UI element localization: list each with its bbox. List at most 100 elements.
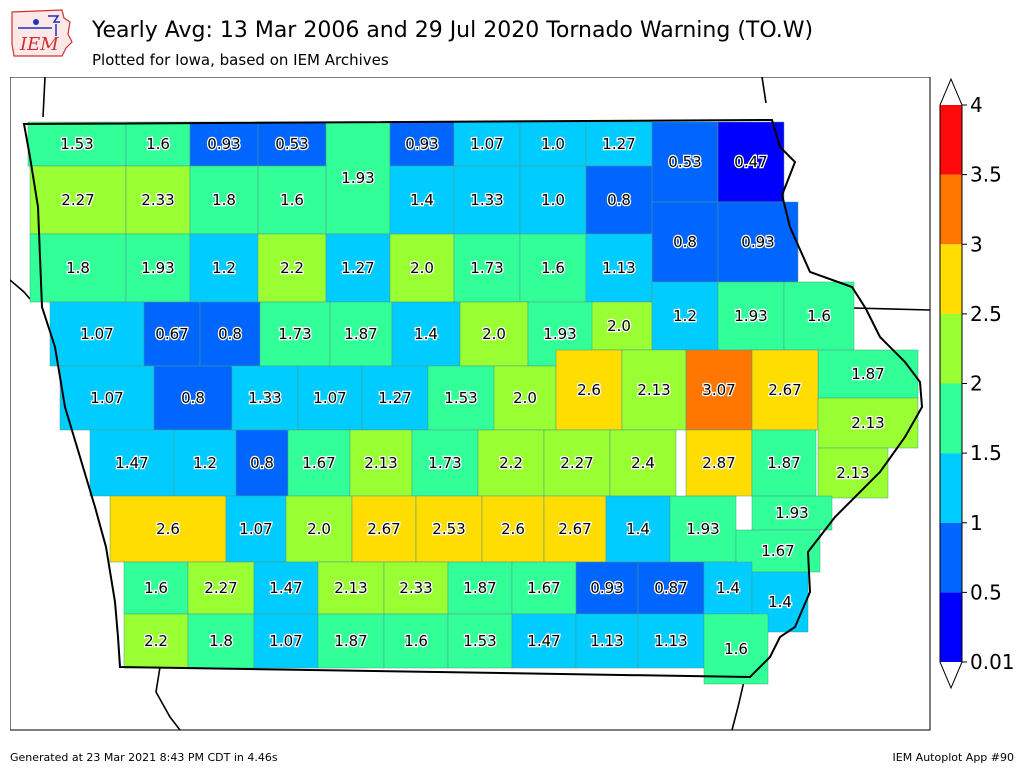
county-cell bbox=[187, 561, 255, 615]
county-cell bbox=[325, 233, 391, 303]
county-value-label: 1.2 bbox=[673, 307, 697, 325]
county-value-label: 0.93 bbox=[405, 135, 438, 153]
county-cell bbox=[651, 121, 719, 203]
colorbar: 0.01 0.5 1 1.5 2 2.5 3 3.5 4 bbox=[939, 77, 1015, 690]
county-value-label: 1.47 bbox=[269, 579, 302, 597]
colorbar-tick-label: 1.5 bbox=[970, 441, 1002, 465]
county-cell bbox=[125, 165, 191, 235]
county-value-label: 2.2 bbox=[280, 259, 304, 277]
county-value-label: 1.67 bbox=[761, 542, 794, 560]
county-cell bbox=[751, 429, 817, 497]
county-cell bbox=[391, 301, 461, 367]
county-value-label: 1.13 bbox=[602, 259, 635, 277]
county-value-label: 1.53 bbox=[463, 632, 496, 650]
county-value-label: 1.07 bbox=[470, 135, 503, 153]
county-value-label: 1.93 bbox=[686, 520, 719, 538]
county-cell bbox=[651, 281, 719, 351]
county-value-label: 1.93 bbox=[775, 504, 808, 522]
county-cell bbox=[389, 233, 455, 303]
colorbar-tick-label: 2.5 bbox=[970, 302, 1002, 326]
county-cell bbox=[253, 613, 319, 669]
county-cell bbox=[189, 233, 259, 303]
county-cell bbox=[123, 561, 189, 615]
county-cell bbox=[609, 429, 677, 497]
county-cell bbox=[173, 429, 237, 497]
county-value-label: 0.53 bbox=[668, 153, 701, 171]
county-value-label: 0.93 bbox=[207, 135, 240, 153]
county-value-label: 1.4 bbox=[768, 593, 792, 611]
county-value-label: 0.8 bbox=[218, 325, 242, 343]
county-value-label: 2.67 bbox=[768, 381, 801, 399]
county-cell bbox=[361, 365, 429, 431]
colorbar-segment bbox=[940, 453, 962, 523]
county-value-label: 1.13 bbox=[590, 632, 623, 650]
county-cell bbox=[575, 613, 639, 669]
county-cell bbox=[189, 165, 259, 235]
county-cell bbox=[59, 365, 155, 431]
county-value-label: 1.93 bbox=[543, 325, 576, 343]
county-value-label: 2.0 bbox=[607, 317, 631, 335]
county-value-label: 1.0 bbox=[541, 135, 565, 153]
county-value-label: 2.6 bbox=[156, 520, 180, 538]
county-cell bbox=[447, 561, 513, 615]
county-value-label: 1.6 bbox=[807, 307, 831, 325]
county-value-label: 1.0 bbox=[541, 191, 565, 209]
county-cell bbox=[257, 233, 327, 303]
county-value-label: 1.73 bbox=[428, 454, 461, 472]
county-value-label: 1.47 bbox=[115, 454, 148, 472]
county-cell bbox=[29, 165, 127, 235]
county-value-label: 0.8 bbox=[673, 233, 697, 251]
county-cell bbox=[89, 429, 175, 497]
county-value-label: 2.13 bbox=[334, 579, 367, 597]
county-value-label: 0.93 bbox=[741, 233, 774, 251]
county-value-label: 1.33 bbox=[248, 389, 281, 407]
county-value-label: 1.67 bbox=[302, 454, 335, 472]
chart-title: Yearly Avg: 13 Mar 2006 and 29 Jul 2020 … bbox=[92, 18, 814, 43]
county-value-label: 2.2 bbox=[499, 454, 523, 472]
county-cell bbox=[717, 121, 785, 203]
colorbar-tick-label: 3 bbox=[970, 232, 983, 256]
county-value-label: 1.4 bbox=[716, 579, 740, 597]
county-value-label: 0.67 bbox=[155, 325, 188, 343]
colorbar-segment bbox=[940, 244, 962, 314]
county-value-label: 1.93 bbox=[141, 259, 174, 277]
county-cell bbox=[585, 121, 653, 167]
county-cell bbox=[555, 349, 623, 431]
county-value-label: 2.0 bbox=[307, 520, 331, 538]
county-cell bbox=[257, 165, 327, 235]
county-cell bbox=[125, 121, 191, 167]
county-value-label: 1.4 bbox=[626, 520, 650, 538]
county-value-label: 1.47 bbox=[527, 632, 560, 650]
county-value-label: 2.27 bbox=[61, 191, 94, 209]
county-value-label: 2.67 bbox=[558, 520, 591, 538]
county-value-label: 2.0 bbox=[513, 389, 537, 407]
county-value-label: 2.27 bbox=[560, 454, 593, 472]
county-cell bbox=[543, 429, 611, 497]
colorbar-segment bbox=[940, 313, 962, 384]
county-cell bbox=[27, 121, 127, 167]
county-cell bbox=[49, 301, 145, 367]
colorbar-segment bbox=[940, 592, 962, 662]
county-cell bbox=[153, 365, 233, 431]
county-cell bbox=[317, 613, 385, 669]
colorbar-segment bbox=[940, 174, 962, 245]
county-cell bbox=[329, 301, 393, 367]
colorbar-tick-label: 1 bbox=[970, 511, 983, 535]
county-cell bbox=[453, 233, 521, 303]
county-value-label: 1.53 bbox=[60, 135, 93, 153]
logo-text: IEM bbox=[19, 34, 59, 55]
county-value-label: 2.33 bbox=[399, 579, 432, 597]
county-value-label: 2.4 bbox=[631, 454, 655, 472]
county-cell bbox=[143, 301, 201, 367]
county-value-label: 2.6 bbox=[501, 520, 525, 538]
county-value-label: 2.6 bbox=[577, 381, 601, 399]
county-cell bbox=[605, 495, 671, 563]
county-cell bbox=[123, 613, 189, 669]
county-value-label: 1.07 bbox=[80, 325, 113, 343]
county-cell bbox=[481, 495, 545, 563]
colorbar-tick-label: 2 bbox=[970, 372, 983, 396]
county-value-label: 1.4 bbox=[410, 191, 434, 209]
county-value-label: 1.07 bbox=[90, 389, 123, 407]
colorbar-tick-label: 0.5 bbox=[970, 580, 1002, 604]
county-value-label: 1.87 bbox=[463, 579, 496, 597]
